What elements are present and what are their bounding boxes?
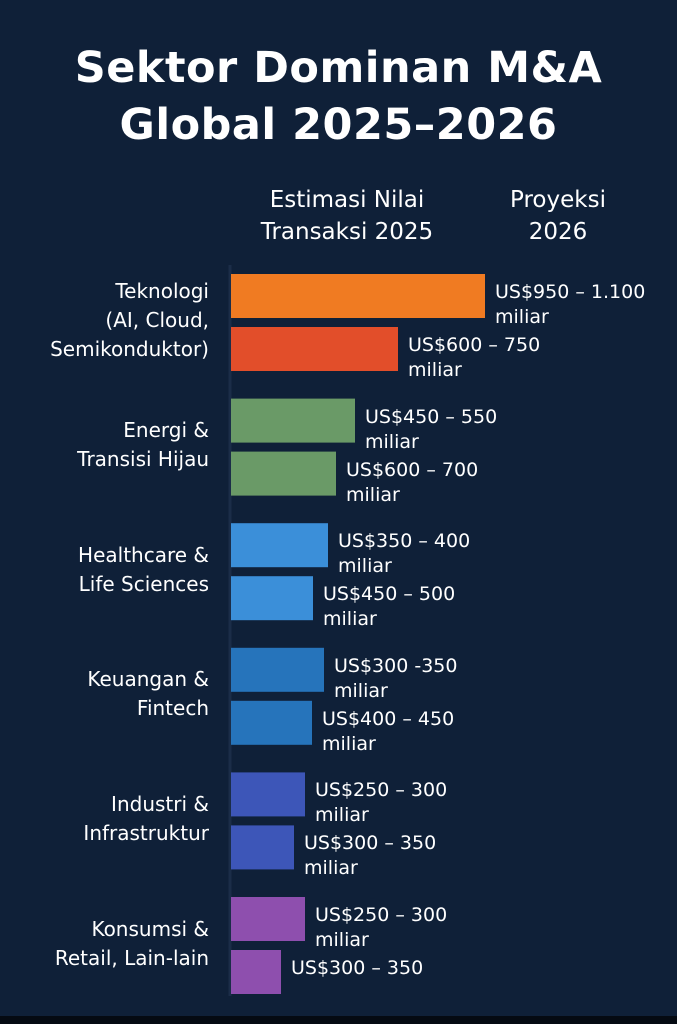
- bar-value-label-line: miliar: [334, 679, 388, 702]
- bar-2026: [231, 327, 398, 371]
- bar-value-label-line: miliar: [304, 857, 358, 880]
- column-header-2025-line-1: Estimasi Nilai: [269, 187, 425, 213]
- bar-value-label-line: US$600 – 750: [408, 334, 541, 356]
- bar-value-label: US$300 – 350: [291, 956, 423, 981]
- bar-value-label: US$400 – 450 miliar: [322, 707, 454, 757]
- category-label-line: Industri &: [111, 791, 209, 816]
- bar-value-label: US$300 -350 miliar: [334, 654, 457, 704]
- bar-value-label-line: US$300 – 350: [304, 832, 437, 855]
- category-label-line: Konsumsi &: [91, 916, 209, 941]
- bar-value-label: US$250 – 300 miliar: [315, 903, 447, 953]
- bar-value-label: US$600 – 700 miliar: [346, 458, 478, 508]
- category-label: Industri & Infrastruktur: [83, 790, 209, 848]
- bar-value-label: US$450 – 500 miliar: [323, 582, 455, 632]
- category-label: Healthcare & Life Sciences: [78, 541, 209, 599]
- chart-title: Sektor Dominan M&A Global 2025–2026: [0, 40, 677, 154]
- bar-value-label: US$450 – 550 miliar: [365, 405, 497, 455]
- bar-value-label-line: miliar: [315, 929, 369, 951]
- category-label-line: Retail, Lain-lain: [54, 945, 209, 970]
- category-label-line: Keuangan &: [87, 667, 209, 692]
- column-header-2025: Estimasi Nilai Transaksi 2025: [232, 184, 462, 248]
- bottom-strip: [0, 1016, 677, 1024]
- chart-title-line-2: Global 2025–2026: [119, 100, 558, 150]
- column-header-2025-line-2: Transaksi 2025: [260, 219, 434, 245]
- category-label-line: Transisi Hijau: [77, 447, 209, 472]
- bar-2025: [231, 274, 485, 318]
- bar-value-label: US$950 – 1.100 miliar: [495, 280, 645, 330]
- chart-title-line-1: Sektor Dominan M&A: [74, 43, 603, 93]
- column-header-2026-line-1: Proyeksi: [510, 187, 606, 213]
- bar-value-label-line: US$400 – 450: [322, 707, 455, 730]
- category-label-line: Energi &: [123, 418, 209, 443]
- category-label-line: Semikonduktor): [50, 337, 209, 361]
- bar-value-label-line: US$600 – 700: [346, 458, 479, 481]
- category-label-line: (AI, Cloud,: [105, 308, 209, 332]
- bar-value-label-line: US$450 – 550: [365, 405, 498, 428]
- bar-value-label-line: miliar: [408, 359, 462, 381]
- column-header-2026: Proyeksi 2026: [488, 184, 628, 248]
- category-label-line: Life Sciences: [78, 571, 209, 596]
- bar-value-label-line: miliar: [322, 732, 376, 755]
- bar-2026: [231, 825, 294, 870]
- category-label: Teknologi (AI, Cloud, Semikonduktor): [50, 277, 209, 364]
- bar-value-label-line: miliar: [365, 430, 419, 453]
- bar-2026: [231, 576, 313, 621]
- bar-2025: [231, 897, 305, 941]
- bar-2025: [231, 772, 305, 817]
- bar-value-label-line: US$250 – 300: [315, 904, 448, 926]
- category-label-line: Teknologi: [115, 279, 209, 303]
- category-label: Energi & Transisi Hijau: [77, 416, 209, 474]
- category-label: Konsumsi & Retail, Lain-lain: [55, 915, 209, 973]
- bar-value-label-line: US$950 – 1.100: [495, 281, 646, 303]
- category-label: Keuangan & Fintech: [87, 665, 209, 723]
- bar-value-label-line: US$250 – 300: [315, 779, 448, 802]
- bar-2025: [231, 523, 328, 568]
- bar-value-label-line: miliar: [338, 555, 392, 578]
- category-label-line: Fintech: [136, 696, 209, 721]
- bar-value-label-line: US$350 – 400: [338, 530, 471, 553]
- bar-value-label-line: miliar: [346, 483, 400, 506]
- bar-value-label-line: US$300 -350: [334, 654, 458, 677]
- bar-2026: [231, 950, 281, 994]
- bar-value-label: US$350 – 400 miliar: [338, 529, 470, 579]
- bar-2026: [231, 700, 312, 745]
- bar-2025: [231, 398, 355, 443]
- bar-value-label: US$300 – 350 miliar: [304, 831, 436, 881]
- bar-value-label: US$250 – 300 miliar: [315, 778, 447, 828]
- bar-value-label-line: miliar: [315, 804, 369, 827]
- column-header-2026-line-2: 2026: [528, 219, 588, 245]
- bar-value-label: US$600 – 750 miliar: [408, 333, 540, 383]
- bar-value-label-line: US$450 – 500: [323, 583, 456, 606]
- category-label-line: Infrastruktur: [83, 820, 209, 845]
- bar-value-label-line: miliar: [323, 608, 377, 631]
- bar-2025: [231, 647, 324, 692]
- bar-value-label-line: miliar: [495, 306, 549, 328]
- bar-value-label-line: US$300 – 350: [291, 957, 424, 979]
- category-label-line: Healthcare &: [78, 542, 209, 567]
- bar-2026: [231, 451, 336, 496]
